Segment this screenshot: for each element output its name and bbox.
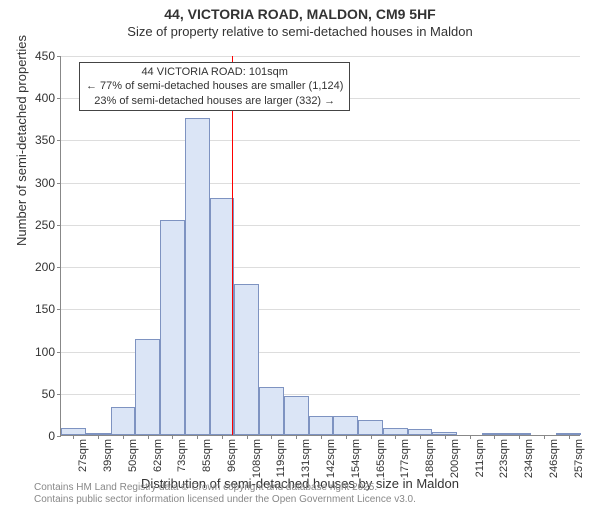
xtick-mark xyxy=(371,435,372,439)
ytick-mark xyxy=(57,309,61,310)
ytick-mark xyxy=(57,183,61,184)
annotation-box: 44 VICTORIA ROAD: 101sqm← 77% of semi-de… xyxy=(79,62,350,111)
xtick-label: 108sqm xyxy=(251,439,263,478)
ytick-mark xyxy=(57,267,61,268)
histogram-bar xyxy=(309,416,334,435)
chart-container: 05010015020025030035040045027sqm39sqm50s… xyxy=(60,56,580,436)
ytick-mark xyxy=(57,98,61,99)
xtick-label: 257sqm xyxy=(573,439,585,478)
histogram-bar xyxy=(358,420,383,435)
chart-title-main: 44, VICTORIA ROAD, MALDON, CM9 5HF xyxy=(0,6,600,22)
xtick-label: 200sqm xyxy=(449,439,461,478)
xtick-mark xyxy=(148,435,149,439)
xtick-mark xyxy=(98,435,99,439)
xtick-mark xyxy=(73,435,74,439)
histogram-bar xyxy=(234,284,259,435)
xtick-mark xyxy=(123,435,124,439)
histogram-bar xyxy=(284,396,309,435)
annotation-line-1: 44 VICTORIA ROAD: 101sqm xyxy=(86,65,343,79)
histogram-bar xyxy=(210,198,235,435)
xtick-mark xyxy=(247,435,248,439)
xtick-label: 27sqm xyxy=(77,439,89,472)
xtick-label: 62sqm xyxy=(152,439,164,472)
xtick-mark xyxy=(569,435,570,439)
xtick-mark xyxy=(346,435,347,439)
xtick-mark xyxy=(445,435,446,439)
xtick-label: 85sqm xyxy=(201,439,213,472)
ytick-mark xyxy=(57,394,61,395)
xtick-mark xyxy=(172,435,173,439)
histogram-bar xyxy=(185,118,210,435)
ytick-mark xyxy=(57,140,61,141)
gridline xyxy=(61,267,580,268)
histogram-bar xyxy=(160,220,185,435)
ytick-label: 150 xyxy=(35,302,55,316)
xtick-label: 50sqm xyxy=(127,439,139,472)
ytick-mark xyxy=(57,436,61,437)
footer-line-2: Contains public sector information licen… xyxy=(34,494,416,506)
ytick-label: 250 xyxy=(35,218,55,232)
ytick-label: 400 xyxy=(35,91,55,105)
ytick-label: 0 xyxy=(48,429,55,443)
ytick-mark xyxy=(57,225,61,226)
xtick-label: 39sqm xyxy=(102,439,114,472)
gridline xyxy=(61,225,580,226)
xtick-mark xyxy=(296,435,297,439)
xtick-label: 73sqm xyxy=(176,439,188,472)
ytick-label: 300 xyxy=(35,176,55,190)
ytick-label: 50 xyxy=(42,387,55,401)
xtick-mark xyxy=(494,435,495,439)
annotation-line-3: 23% of semi-detached houses are larger (… xyxy=(86,94,343,108)
gridline xyxy=(61,183,580,184)
xtick-label: 177sqm xyxy=(399,439,411,478)
ytick-mark xyxy=(57,56,61,57)
ytick-mark xyxy=(57,352,61,353)
y-axis-label: Number of semi-detached properties xyxy=(14,35,29,246)
ytick-label: 100 xyxy=(35,345,55,359)
xtick-label: 131sqm xyxy=(300,439,312,478)
xtick-mark xyxy=(470,435,471,439)
xtick-mark xyxy=(395,435,396,439)
histogram-bar xyxy=(333,416,358,435)
property-marker-line xyxy=(232,56,233,435)
ytick-label: 200 xyxy=(35,260,55,274)
xtick-mark xyxy=(197,435,198,439)
xtick-label: 96sqm xyxy=(226,439,238,472)
xtick-label: 142sqm xyxy=(325,439,337,478)
xtick-label: 188sqm xyxy=(424,439,436,478)
footer-attribution: Contains HM Land Registry data © Crown c… xyxy=(34,482,416,506)
xtick-label: 154sqm xyxy=(350,439,362,478)
xtick-mark xyxy=(519,435,520,439)
histogram-bar xyxy=(135,339,160,435)
histogram-bar xyxy=(61,428,86,435)
xtick-label: 246sqm xyxy=(548,439,560,478)
gridline xyxy=(61,56,580,57)
xtick-label: 234sqm xyxy=(523,439,535,478)
xtick-label: 119sqm xyxy=(275,439,287,477)
xtick-label: 211sqm xyxy=(474,439,486,477)
xtick-mark xyxy=(420,435,421,439)
gridline xyxy=(61,309,580,310)
xtick-mark xyxy=(222,435,223,439)
gridline xyxy=(61,140,580,141)
plot-area: 05010015020025030035040045027sqm39sqm50s… xyxy=(60,56,580,436)
xtick-label: 223sqm xyxy=(498,439,510,478)
histogram-bar xyxy=(111,407,136,435)
chart-title-sub: Size of property relative to semi-detach… xyxy=(0,24,600,39)
histogram-bar xyxy=(259,387,284,435)
footer-line-1: Contains HM Land Registry data © Crown c… xyxy=(34,482,416,494)
ytick-label: 450 xyxy=(35,49,55,63)
annotation-line-2: ← 77% of semi-detached houses are smalle… xyxy=(86,79,343,93)
histogram-bar xyxy=(383,428,408,435)
xtick-label: 165sqm xyxy=(375,439,387,478)
xtick-mark xyxy=(271,435,272,439)
xtick-mark xyxy=(321,435,322,439)
xtick-mark xyxy=(544,435,545,439)
ytick-label: 350 xyxy=(35,133,55,147)
